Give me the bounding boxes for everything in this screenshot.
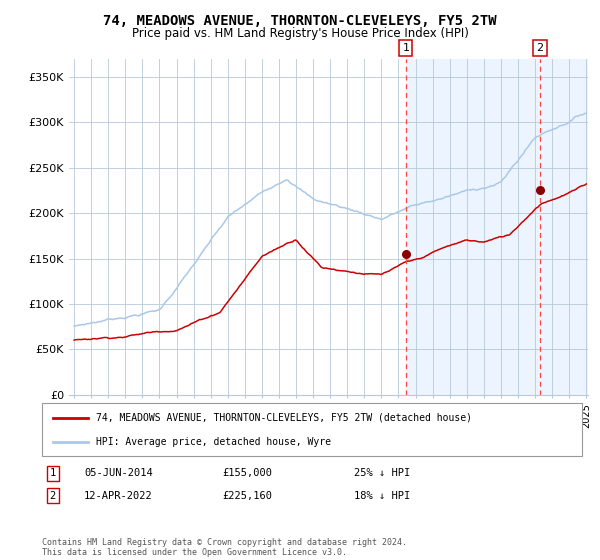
Text: 74, MEADOWS AVENUE, THORNTON-CLEVELEYS, FY5 2TW: 74, MEADOWS AVENUE, THORNTON-CLEVELEYS, … xyxy=(103,14,497,28)
Text: Price paid vs. HM Land Registry's House Price Index (HPI): Price paid vs. HM Land Registry's House … xyxy=(131,27,469,40)
Text: 2: 2 xyxy=(536,43,544,53)
Text: HPI: Average price, detached house, Wyre: HPI: Average price, detached house, Wyre xyxy=(96,437,331,447)
Text: 25% ↓ HPI: 25% ↓ HPI xyxy=(354,468,410,478)
Text: 2: 2 xyxy=(50,491,56,501)
Text: £225,160: £225,160 xyxy=(222,491,272,501)
Text: 1: 1 xyxy=(403,43,409,53)
Text: 74, MEADOWS AVENUE, THORNTON-CLEVELEYS, FY5 2TW (detached house): 74, MEADOWS AVENUE, THORNTON-CLEVELEYS, … xyxy=(96,413,472,423)
Text: Contains HM Land Registry data © Crown copyright and database right 2024.
This d: Contains HM Land Registry data © Crown c… xyxy=(42,538,407,557)
FancyBboxPatch shape xyxy=(42,403,582,456)
Text: 05-JUN-2014: 05-JUN-2014 xyxy=(84,468,153,478)
Text: £155,000: £155,000 xyxy=(222,468,272,478)
Bar xyxy=(406,59,600,395)
Text: 12-APR-2022: 12-APR-2022 xyxy=(84,491,153,501)
Text: 18% ↓ HPI: 18% ↓ HPI xyxy=(354,491,410,501)
Text: 1: 1 xyxy=(50,468,56,478)
